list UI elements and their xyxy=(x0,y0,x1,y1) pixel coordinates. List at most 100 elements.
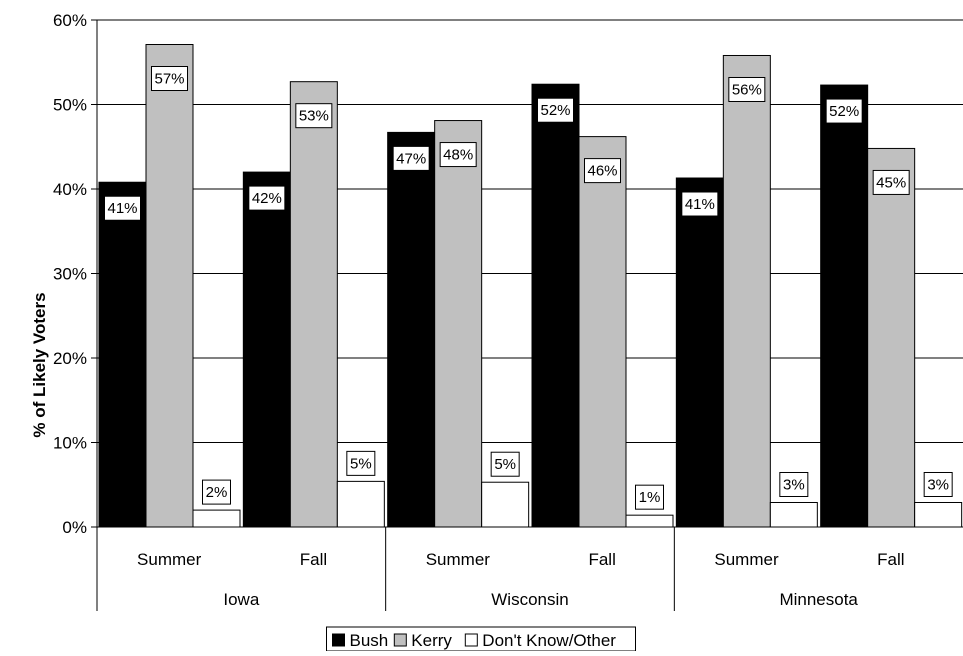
data-label-text: 3% xyxy=(927,476,949,493)
data-label-box xyxy=(584,158,621,184)
data-label: 47% xyxy=(392,145,430,171)
data-label: 52% xyxy=(825,98,863,124)
gridlines xyxy=(97,19,963,443)
legend-swatch xyxy=(464,633,478,647)
legend-item: Bush xyxy=(332,631,389,650)
bar-bush xyxy=(820,84,869,528)
data-label: 2% xyxy=(202,479,231,505)
data-label-box xyxy=(392,145,430,171)
legend-item: Don't Know/Other xyxy=(464,631,616,650)
data-label: 1% xyxy=(635,484,664,510)
data-label-text: 48% xyxy=(443,147,473,164)
bar-don-t-know-other xyxy=(769,501,818,528)
data-label-text: 53% xyxy=(299,108,329,125)
data-labels: 41% 42% 47% 52% 41% 52% 57% 53% 48% 46% 56% 45% 2% 5%… xyxy=(104,66,953,510)
data-label-text: 52% xyxy=(829,103,859,120)
legend-item: Kerry xyxy=(393,631,452,650)
x-category-label: Summer xyxy=(714,550,779,569)
x-category-label: Summer xyxy=(137,550,202,569)
data-label: 41% xyxy=(104,195,141,221)
bar-bush xyxy=(531,83,580,528)
bar-kerry xyxy=(289,81,338,528)
data-label: 45% xyxy=(872,169,910,195)
data-label: 5% xyxy=(490,451,520,477)
x-category-label: Fall xyxy=(877,550,904,569)
data-label-box xyxy=(681,191,719,217)
data-label-box xyxy=(779,471,809,497)
x-category-label: Fall xyxy=(588,550,615,569)
x-group-label: Iowa xyxy=(223,590,259,609)
data-label: 46% xyxy=(584,158,621,184)
data-label: 3% xyxy=(923,471,953,497)
data-label: 56% xyxy=(728,76,766,102)
data-label-box xyxy=(635,484,664,510)
legend-box xyxy=(326,626,636,652)
data-label-text: 45% xyxy=(876,174,906,191)
data-label-text: 46% xyxy=(587,163,617,180)
data-label: 53% xyxy=(295,103,333,129)
data-label-box xyxy=(439,142,477,168)
bar-kerry xyxy=(867,147,916,528)
y-axis-label: % of Likely Voters xyxy=(30,292,49,437)
y-tick-label: 10% xyxy=(53,434,87,453)
bar-kerry xyxy=(145,44,194,528)
data-label: 52% xyxy=(537,97,574,123)
data-label-box xyxy=(248,185,286,211)
data-label-box xyxy=(537,97,574,123)
data-label-box xyxy=(104,195,141,221)
data-label-text: 41% xyxy=(685,196,715,213)
data-label-box xyxy=(295,103,333,129)
legend-swatch xyxy=(332,633,345,647)
data-label-text: 41% xyxy=(107,200,137,217)
bar-kerry xyxy=(434,120,483,528)
bar-kerry xyxy=(578,136,627,528)
bars xyxy=(98,44,963,528)
data-label-text: 52% xyxy=(540,102,570,119)
data-label-box xyxy=(872,169,910,195)
data-label-text: 5% xyxy=(350,455,372,472)
data-label-box xyxy=(923,471,953,497)
data-label: 3% xyxy=(779,471,809,497)
data-label: 42% xyxy=(248,185,286,211)
bar-kerry xyxy=(722,54,771,528)
data-label-box xyxy=(490,451,520,477)
data-label-box xyxy=(151,66,188,92)
data-label: 5% xyxy=(346,450,376,476)
bar-don-t-know-other xyxy=(481,481,530,528)
bar-don-t-know-other xyxy=(914,501,963,528)
bar-don-t-know-other xyxy=(192,509,241,528)
data-label-box xyxy=(825,98,863,124)
data-label-text: 56% xyxy=(732,81,762,98)
data-label-text: 3% xyxy=(783,476,805,493)
bar-don-t-know-other xyxy=(336,480,385,528)
y-tick-label: 40% xyxy=(53,180,87,199)
axes: 0% 10% 20% 30% 40% 50% 60% Summer Fall Summer Fall… xyxy=(53,11,963,611)
data-label-text: 2% xyxy=(206,484,228,501)
y-tick-label: 20% xyxy=(53,349,87,368)
bar-bush xyxy=(242,171,291,528)
data-label-text: 57% xyxy=(154,71,184,88)
y-tick-label: 30% xyxy=(53,265,87,284)
legend-label: Bush xyxy=(350,631,389,650)
x-category-label: Fall xyxy=(300,550,327,569)
y-tick-label: 0% xyxy=(62,518,87,537)
data-label-text: 5% xyxy=(494,456,516,473)
legend: Bush Kerry Don't Know/Other xyxy=(326,626,636,652)
y-tick-label: 60% xyxy=(53,11,87,30)
data-label: 41% xyxy=(681,191,719,217)
data-label: 48% xyxy=(439,142,477,168)
data-label-box xyxy=(728,76,766,102)
x-group-label: Minnesota xyxy=(779,590,858,609)
data-label-text: 47% xyxy=(396,150,426,167)
bar-bush xyxy=(387,131,436,528)
data-label-box xyxy=(346,450,376,476)
legend-swatch xyxy=(393,633,407,647)
data-label: 57% xyxy=(151,66,188,92)
data-label-box xyxy=(202,479,231,505)
legend-label: Kerry xyxy=(411,631,452,650)
bar-bush xyxy=(98,181,147,528)
bar-bush xyxy=(675,177,724,528)
legend-label: Don't Know/Other xyxy=(482,631,616,650)
data-label-text: 42% xyxy=(252,190,282,207)
